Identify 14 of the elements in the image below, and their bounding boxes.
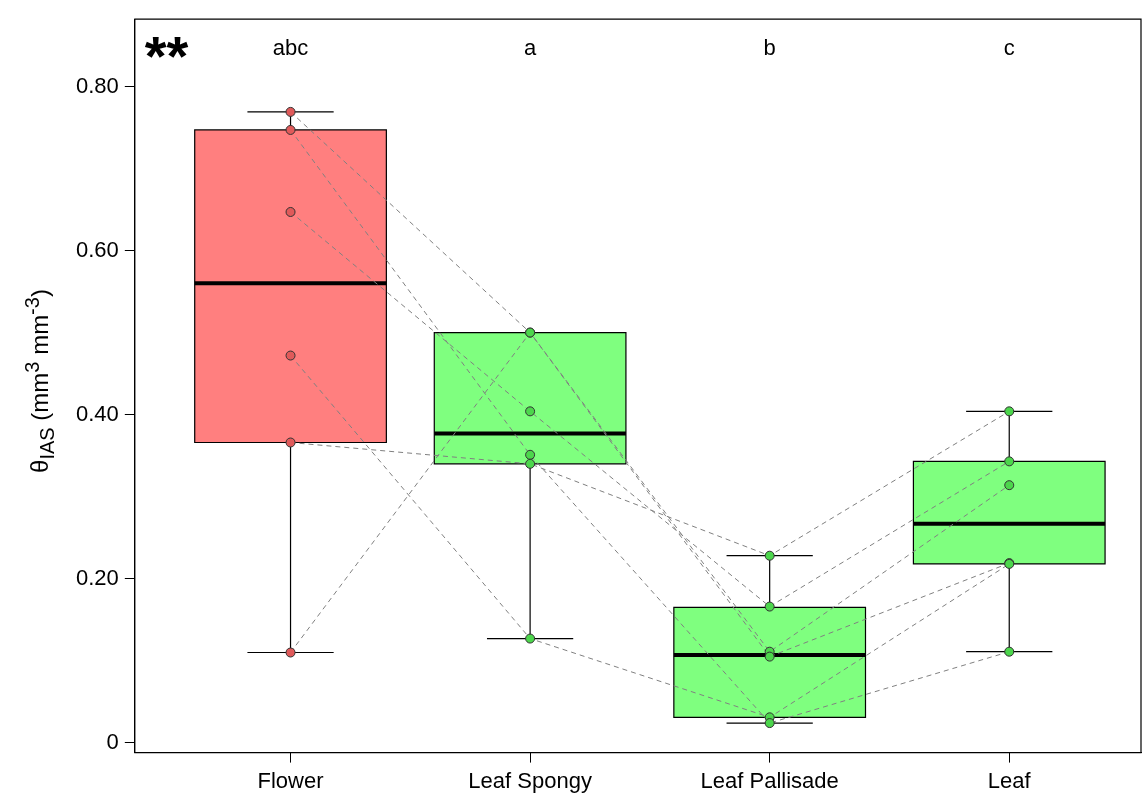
annotation: ** [144, 23, 189, 87]
y-tick-label: 0 [106, 728, 119, 754]
annotation: abc [272, 35, 309, 61]
annotation: c [1003, 35, 1015, 61]
x-tick-label: Flower [257, 767, 324, 793]
y-tick-label: 0.20 [75, 564, 119, 590]
y-tick-label: 0.60 [75, 236, 119, 262]
x-tick-label: Leaf Pallisade [700, 767, 839, 793]
x-tick-label: Leaf Spongy [468, 767, 592, 793]
y-tick-label: 0.40 [75, 400, 119, 426]
annotation: b [763, 35, 776, 61]
x-tick-label: Leaf [987, 767, 1032, 793]
annotation: a [523, 35, 537, 61]
y-tick-label: 0.80 [75, 72, 119, 98]
